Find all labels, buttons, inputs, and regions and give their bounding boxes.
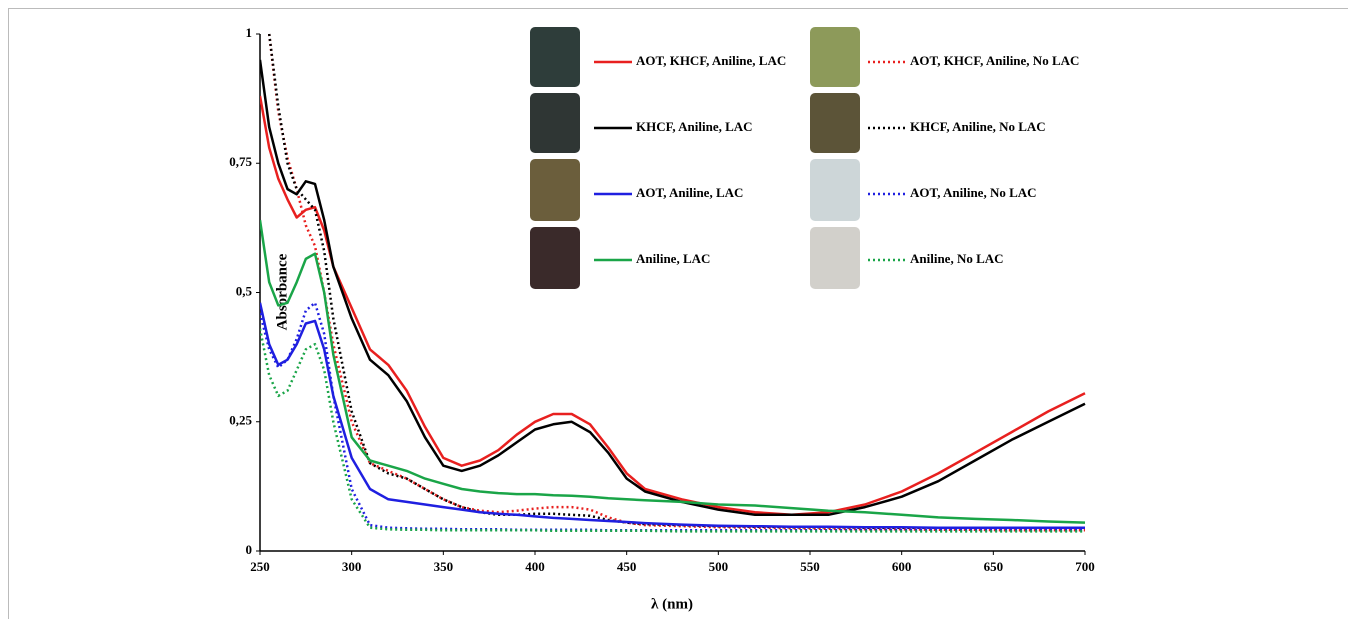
sample-photo (810, 159, 860, 221)
series-line (260, 303, 1085, 528)
sample-photo (810, 227, 860, 289)
legend-label: KHCF, Aniline, No LAC (910, 119, 1046, 134)
x-tick-label: 600 (892, 559, 912, 574)
legend-label: KHCF, Aniline, LAC (636, 119, 753, 134)
x-tick-label: 650 (984, 559, 1004, 574)
sample-photo (810, 27, 860, 87)
sample-photo (810, 93, 860, 153)
x-tick-label: 350 (434, 559, 454, 574)
page: {"chart_data": {"type": "line", "xlabel"… (0, 0, 1348, 619)
sample-photo (530, 159, 580, 221)
y-tick-label: 0,5 (236, 283, 253, 298)
x-tick-label: 700 (1075, 559, 1095, 574)
legend-label: AOT, Aniline, No LAC (910, 185, 1037, 200)
legend-label: Aniline, No LAC (910, 251, 1004, 266)
legend-label: Aniline, LAC (636, 251, 710, 266)
legend-label: AOT, KHCF, Aniline, LAC (636, 53, 786, 68)
legend-label: AOT, KHCF, Aniline, No LAC (910, 53, 1079, 68)
y-tick-label: 0 (246, 542, 253, 557)
x-axis-title: λ (nm) (651, 596, 693, 612)
sample-photo (530, 227, 580, 289)
sample-photo (530, 27, 580, 87)
sample-photo (530, 93, 580, 153)
plot-lines (260, 34, 1085, 531)
frame (9, 9, 1348, 619)
y-tick-label: 0,75 (229, 154, 252, 169)
x-tick-label: 300 (342, 559, 362, 574)
y-tick-label: 1 (246, 25, 253, 40)
y-axis-title: Absorbance (274, 253, 290, 330)
x-tick-label: 500 (709, 559, 729, 574)
chart: Absorbance λ (nm) 0 0,25 0,5 0,75 1 250 300 350… (0, 0, 1348, 619)
legend-label: AOT, Aniline, LAC (636, 185, 743, 200)
series-line (260, 96, 1085, 515)
x-tick-label: 450 (617, 559, 637, 574)
series-line (269, 34, 1085, 530)
x-tick-label: 550 (800, 559, 820, 574)
x-tick-label: 250 (250, 559, 270, 574)
y-tick-label: 0,25 (229, 413, 252, 428)
series-line (269, 34, 1085, 528)
x-tick-label: 400 (525, 559, 545, 574)
